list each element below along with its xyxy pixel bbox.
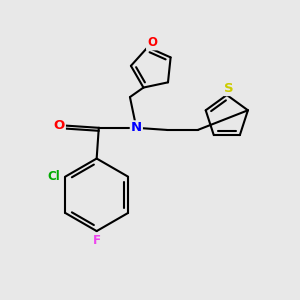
Text: O: O [53, 119, 65, 132]
Text: S: S [224, 82, 234, 95]
Text: N: N [131, 121, 142, 134]
Text: F: F [93, 234, 101, 247]
Text: Cl: Cl [47, 170, 60, 183]
Text: O: O [147, 36, 157, 50]
